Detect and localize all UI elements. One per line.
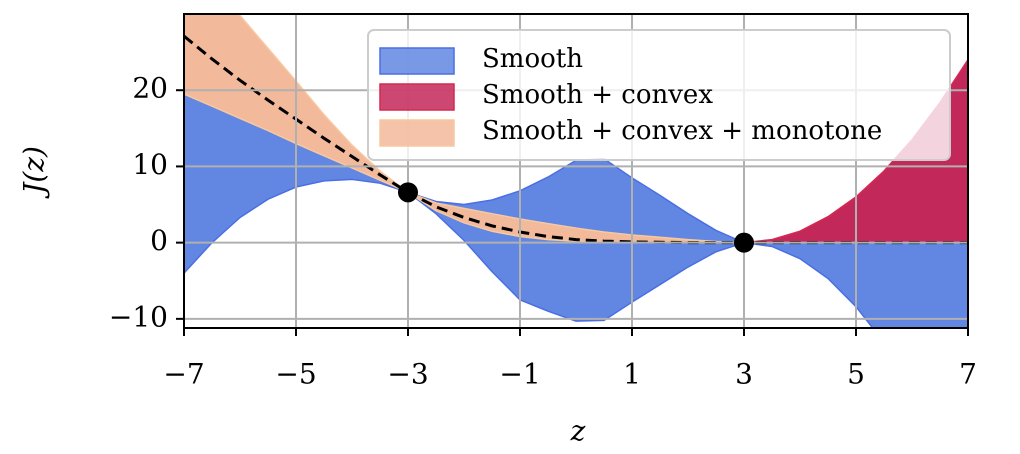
x-axis-label: z [570,415,586,448]
x-tick-label: 1 [623,358,641,391]
x-tick-label: 7 [959,358,977,391]
y-axis-label: J(z) [18,146,51,199]
legend-label: Smooth + convex + monotone [482,116,882,146]
band-area [184,93,968,328]
legend-swatch [379,119,455,147]
legend-swatch [379,47,455,75]
legend-label: Smooth + convex [482,80,713,110]
x-tick-label: −5 [275,358,316,391]
y-tick-label: −10 [109,300,168,333]
point [734,232,754,253]
x-tick-label: −3 [387,358,428,391]
axes-frame [183,13,969,329]
legend: Smooth Smooth + convex Smooth + convex + m… [367,29,951,161]
legend-swatch [379,83,455,111]
legend-box [367,29,951,161]
x-tick-label: −1 [499,358,540,391]
y-tick-label: 10 [132,148,168,181]
y-tick-label: 0 [150,224,168,257]
legend-label: Smooth [482,44,583,74]
y-tick-label: 20 [132,72,168,105]
x-tick-label: −7 [163,358,204,391]
x-tick-label: 5 [847,358,865,391]
x-tick-label: 3 [735,358,753,391]
point [398,182,418,203]
reference-line [184,34,968,245]
